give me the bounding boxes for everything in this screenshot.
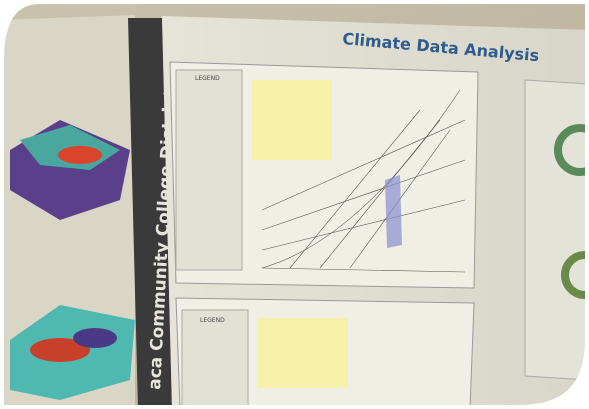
legend-heading: LEGEND <box>200 317 225 324</box>
psychrometric-chart <box>261 89 466 273</box>
legend-box <box>181 309 249 409</box>
surface-plot-peak <box>58 146 102 164</box>
strategy-list <box>258 318 348 388</box>
ring-chart <box>554 124 589 176</box>
surface-plot-layer <box>73 328 117 348</box>
legend-heading: LEGEND <box>195 75 220 82</box>
strategy-list <box>252 80 332 160</box>
side-banner <box>128 18 172 409</box>
surface-plot-peak <box>30 338 90 362</box>
comfort-zone <box>385 175 402 248</box>
legend-box <box>175 69 243 271</box>
side-panel <box>524 79 589 381</box>
